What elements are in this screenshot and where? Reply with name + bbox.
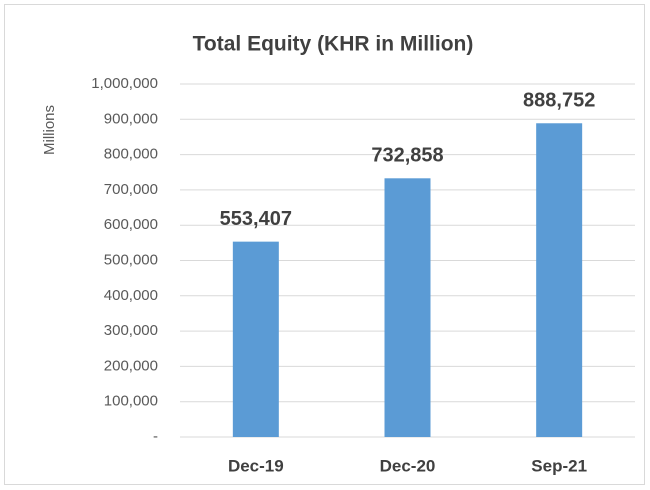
bar	[536, 123, 583, 438]
y-tick-label: 100,000	[104, 393, 158, 410]
x-tick-label: Sep-21	[531, 456, 587, 475]
data-label: 732,858	[371, 145, 443, 167]
y-tick-label: 300,000	[104, 322, 158, 339]
y-tick-label: 900,000	[104, 110, 158, 127]
y-tick-label: 700,000	[104, 181, 158, 198]
y-tick-label: 600,000	[104, 216, 158, 233]
data-label: 553,407	[220, 208, 292, 230]
y-tick-label: 400,000	[104, 287, 158, 304]
y-tick-label: 1,000,000	[91, 75, 158, 92]
y-axis-label: Millions	[41, 105, 58, 155]
x-tick-label: Dec-20	[380, 456, 436, 475]
y-tick-label: 500,000	[104, 251, 158, 268]
y-tick-label: 800,000	[104, 146, 158, 163]
y-tick-label: -	[153, 428, 158, 445]
chart-title: Total Equity (KHR in Million)	[193, 33, 474, 56]
bar	[384, 178, 431, 437]
bar	[232, 241, 279, 437]
data-label: 888,752	[523, 90, 595, 112]
y-tick-label: 200,000	[104, 357, 158, 374]
x-tick-label: Dec-19	[228, 456, 284, 475]
